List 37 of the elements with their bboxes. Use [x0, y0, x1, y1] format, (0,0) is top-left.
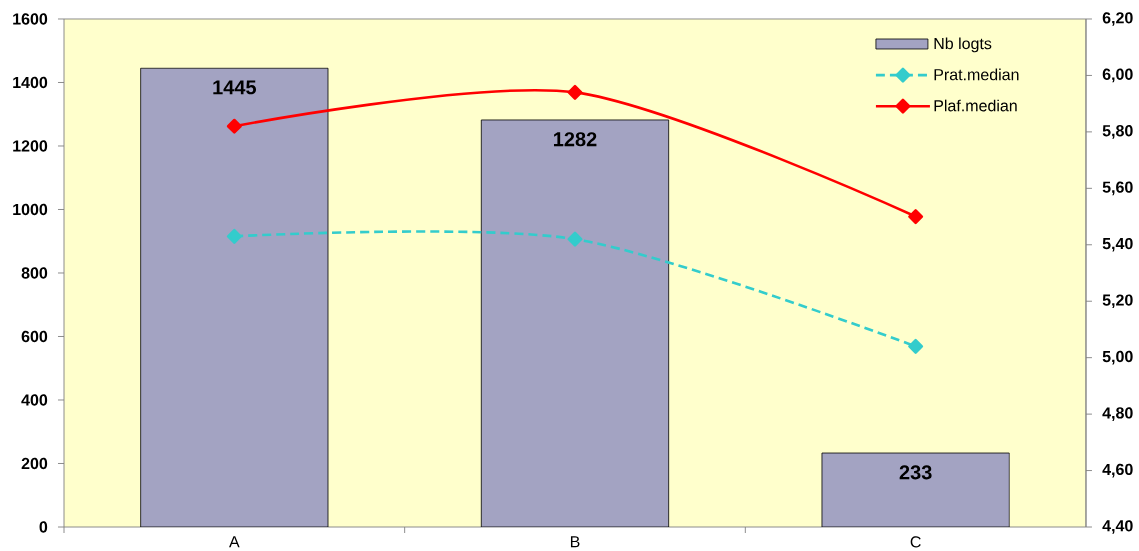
y2-tick-label: 5,20	[1102, 294, 1133, 309]
y2-tick-label: 5,00	[1102, 350, 1133, 365]
y-tick-label: 400	[21, 394, 48, 406]
point	[908, 338, 924, 354]
bar	[480, 119, 670, 527]
y2-tick-label: 5,80	[1102, 125, 1133, 139]
y-tick-label: 1000	[13, 203, 48, 216]
y2-tick-label: 5,60	[1102, 181, 1133, 196]
data-label: 233	[899, 465, 932, 480]
point	[226, 228, 242, 244]
point	[567, 84, 583, 100]
y2-tick-label: 6,20	[1102, 12, 1133, 26]
y-tick-label: 800	[21, 267, 48, 279]
y-tick-label: 1200	[13, 140, 48, 152]
y-tick-label: 600	[21, 330, 48, 343]
point	[567, 231, 583, 247]
legend-label: Prat.median	[934, 68, 1019, 81]
x-tick-label: B	[570, 536, 580, 548]
legend-label: Plaf.median	[934, 99, 1017, 112]
bar	[821, 452, 1010, 527]
data-label: 1282	[554, 132, 597, 147]
bar	[140, 67, 329, 527]
y2-tick-label: 4,40	[1102, 520, 1133, 534]
point	[226, 118, 242, 134]
x-tick-label: A	[229, 536, 240, 548]
y2-tick-label: 4,60	[1102, 463, 1133, 478]
y-tick-label: 1600	[13, 13, 48, 25]
y-tick-label: 0	[39, 521, 48, 533]
y-tick-label: 1400	[13, 76, 48, 89]
y-tick-label: 200	[21, 457, 48, 470]
x-tick-label: C	[910, 536, 921, 548]
data-label: 1445	[213, 80, 257, 95]
legend-label: Nb logts	[934, 37, 992, 53]
y2-tick-label: 6,00	[1102, 68, 1133, 83]
y2-tick-label: 5,40	[1102, 237, 1133, 252]
y2-tick-label: 4,80	[1102, 407, 1133, 421]
point	[908, 209, 924, 225]
